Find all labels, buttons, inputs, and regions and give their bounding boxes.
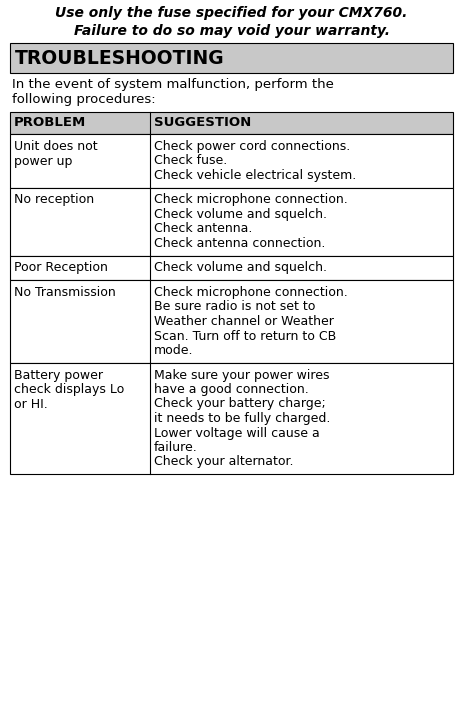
- Text: In the event of system malfunction, perform the: In the event of system malfunction, perf…: [12, 78, 334, 91]
- Text: have a good connection.: have a good connection.: [154, 383, 308, 396]
- Text: Check power cord connections.: Check power cord connections.: [154, 140, 350, 153]
- Text: Be sure radio is not set to: Be sure radio is not set to: [154, 300, 315, 313]
- Bar: [10, 43, 453, 73]
- Text: Failure to do so may void your warranty.: Failure to do so may void your warranty.: [74, 24, 389, 38]
- Text: failure.: failure.: [154, 441, 197, 454]
- Text: Battery power: Battery power: [14, 369, 103, 382]
- Text: Check microphone connection.: Check microphone connection.: [154, 194, 347, 206]
- Text: Weather channel or Weather: Weather channel or Weather: [154, 315, 333, 328]
- Bar: [10, 112, 453, 134]
- Bar: [10, 280, 453, 362]
- Bar: [10, 362, 453, 474]
- Text: Lower voltage will cause a: Lower voltage will cause a: [154, 426, 319, 439]
- Text: Check your battery charge;: Check your battery charge;: [154, 397, 325, 411]
- Text: Check antenna.: Check antenna.: [154, 222, 252, 236]
- Bar: [10, 134, 453, 187]
- Text: power up: power up: [14, 155, 72, 167]
- Bar: [10, 187, 453, 256]
- Text: Make sure your power wires: Make sure your power wires: [154, 369, 329, 382]
- Text: Check microphone connection.: Check microphone connection.: [154, 286, 347, 299]
- Text: mode.: mode.: [154, 344, 193, 357]
- Text: Poor Reception: Poor Reception: [14, 261, 108, 275]
- Text: SUGGESTION: SUGGESTION: [154, 117, 251, 130]
- Text: Check antenna connection.: Check antenna connection.: [154, 237, 325, 250]
- Text: following procedures:: following procedures:: [12, 93, 156, 107]
- Text: PROBLEM: PROBLEM: [14, 117, 86, 130]
- Text: No reception: No reception: [14, 194, 94, 206]
- Text: Check your alternator.: Check your alternator.: [154, 456, 293, 468]
- Text: or HI.: or HI.: [14, 397, 48, 411]
- Text: Check vehicle electrical system.: Check vehicle electrical system.: [154, 169, 356, 182]
- Bar: [10, 256, 453, 280]
- Text: check displays Lo: check displays Lo: [14, 383, 124, 396]
- Text: Use only the fuse specified for your CMX760.: Use only the fuse specified for your CMX…: [55, 6, 408, 20]
- Text: No Transmission: No Transmission: [14, 286, 116, 299]
- Text: TROUBLESHOOTING: TROUBLESHOOTING: [15, 48, 225, 68]
- Text: Check volume and squelch.: Check volume and squelch.: [154, 208, 326, 221]
- Text: it needs to be fully charged.: it needs to be fully charged.: [154, 412, 330, 425]
- Text: Check volume and squelch.: Check volume and squelch.: [154, 261, 326, 275]
- Text: Check fuse.: Check fuse.: [154, 155, 227, 167]
- Text: Scan. Turn off to return to CB: Scan. Turn off to return to CB: [154, 330, 336, 342]
- Text: Unit does not: Unit does not: [14, 140, 98, 153]
